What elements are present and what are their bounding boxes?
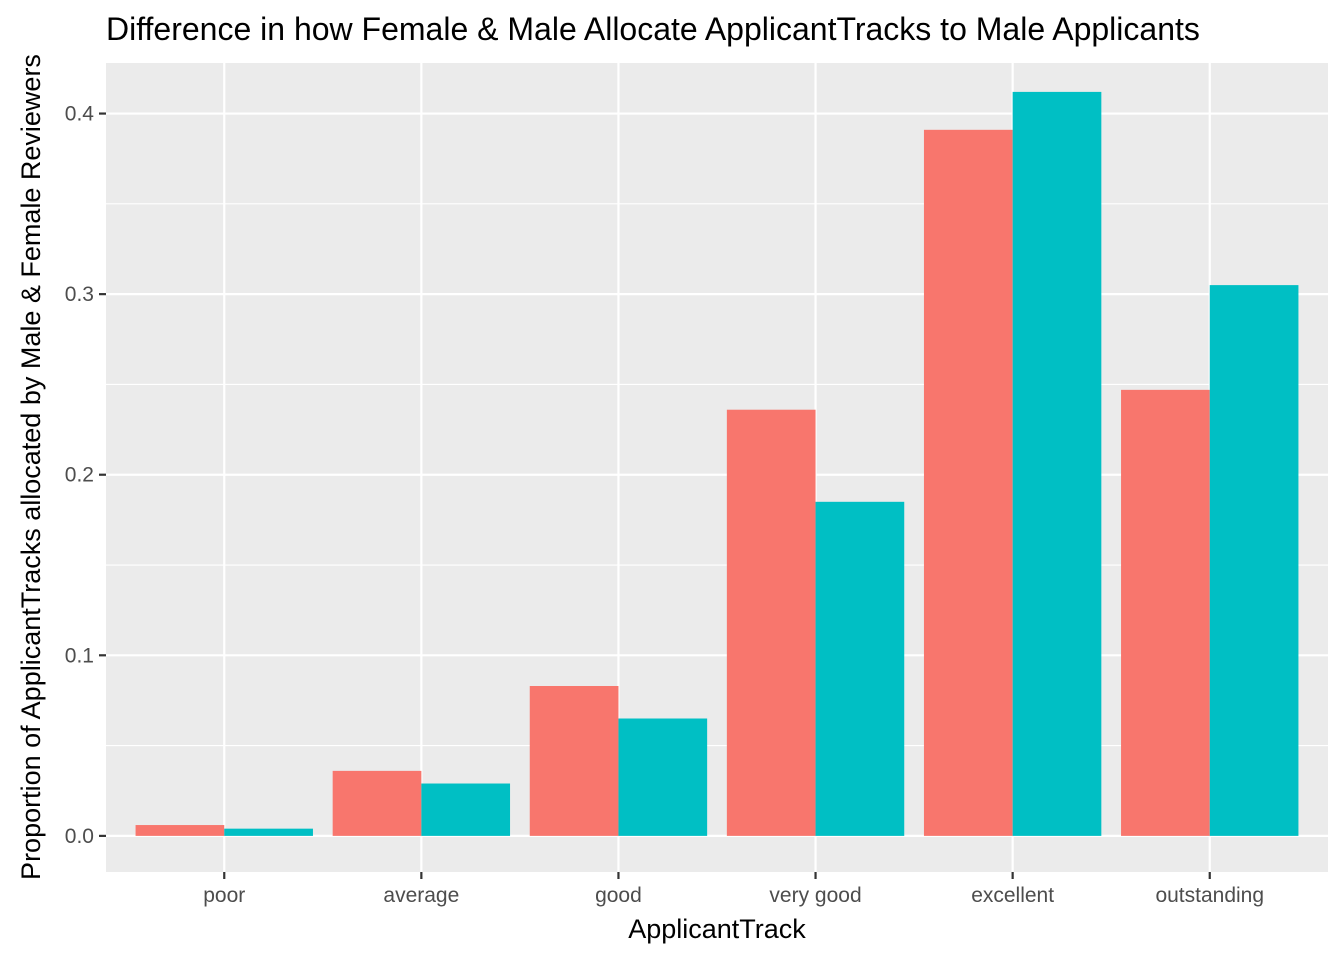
y-axis: 0.0 0.1 0.2 0.3 0.4 xyxy=(65,103,106,848)
bar xyxy=(332,770,422,836)
bar xyxy=(1012,91,1102,836)
x-tick-label: poor xyxy=(203,884,245,907)
y-axis-title: Proportion of ApplicantTracks allocated … xyxy=(16,54,46,880)
x-axis-title: ApplicantTrack xyxy=(628,914,806,944)
y-tick-label: 0.0 xyxy=(65,825,94,848)
bar xyxy=(1209,285,1299,836)
x-tick-label: average xyxy=(383,884,459,907)
bar xyxy=(224,828,313,836)
y-tick-label: 0.1 xyxy=(65,644,94,667)
x-axis: poor average good very good excellent outstan… xyxy=(203,872,1264,907)
bar xyxy=(618,718,708,836)
bar xyxy=(421,783,511,836)
bar xyxy=(726,409,816,836)
bar xyxy=(815,501,905,836)
y-tick-label: 0.2 xyxy=(65,464,94,487)
bar xyxy=(923,129,1013,836)
x-tick-label: outstanding xyxy=(1155,884,1264,907)
x-tick-label: very good xyxy=(769,884,861,907)
x-tick-label: good xyxy=(595,884,642,907)
x-tick-label: excellent xyxy=(971,884,1054,907)
y-tick-label: 0.3 xyxy=(65,283,94,306)
bar xyxy=(529,686,619,836)
bar xyxy=(1121,389,1210,836)
bars xyxy=(135,91,1299,836)
bar xyxy=(135,825,225,836)
chart-title: Difference in how Female & Male Allocate… xyxy=(106,11,1200,47)
y-tick-label: 0.4 xyxy=(65,103,95,126)
